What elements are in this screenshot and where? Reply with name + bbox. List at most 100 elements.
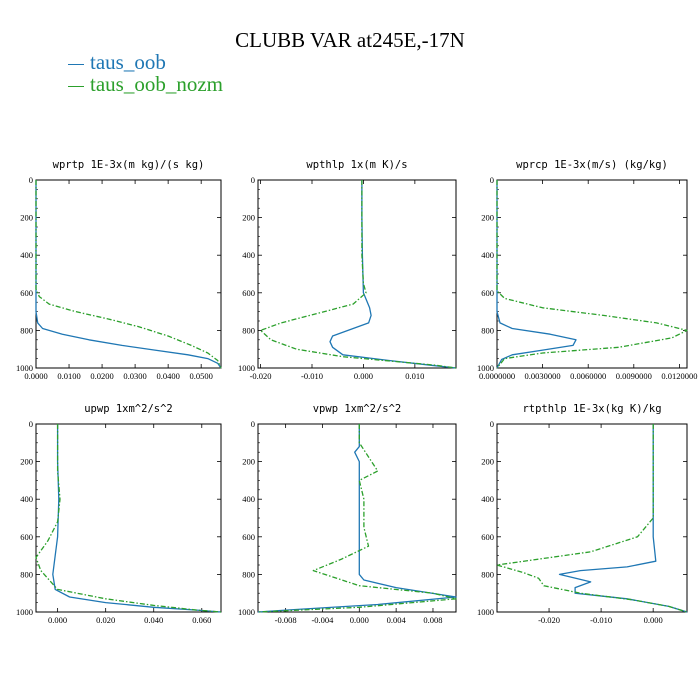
panel-title: wpthlp 1x(m K)/s bbox=[306, 159, 407, 171]
y-tick-label: 200 bbox=[242, 457, 255, 467]
panel-title: rtpthlp 1E-3x(kg K)/kg bbox=[522, 403, 661, 415]
y-tick-label: 600 bbox=[20, 532, 33, 542]
x-tick-label: 0.0300 bbox=[123, 371, 146, 381]
x-tick-label: 0.000 bbox=[644, 615, 663, 625]
y-tick-label: 0 bbox=[251, 419, 255, 429]
y-tick-label: 1000 bbox=[238, 607, 255, 617]
series-line-taus_oob bbox=[558, 424, 688, 613]
legend-label: taus_oob_nozm bbox=[90, 72, 223, 96]
plot-frame bbox=[257, 423, 457, 613]
y-tick-label: 800 bbox=[481, 325, 494, 335]
x-tick-label: 0.0000 bbox=[24, 371, 47, 381]
x-tick-label: 0.004 bbox=[387, 615, 407, 625]
y-tick-label: 1000 bbox=[477, 607, 494, 617]
series-line-taus_oob bbox=[496, 180, 577, 369]
x-tick-label: 0.0000000 bbox=[479, 371, 515, 381]
x-tick-label: 0.000 bbox=[354, 371, 373, 381]
x-tick-label: 0.000 bbox=[48, 615, 67, 625]
legend-entry-taus-oob-nozm: taus_oob_nozm bbox=[68, 72, 223, 97]
series-line-taus_oob bbox=[257, 424, 457, 613]
panel-title: upwp 1xm^2/s^2 bbox=[84, 403, 173, 415]
series-line-taus_oob bbox=[329, 180, 457, 369]
y-tick-label: 400 bbox=[242, 494, 255, 504]
y-tick-label: 800 bbox=[481, 569, 494, 579]
plot-frame bbox=[35, 179, 222, 369]
legend-entry-taus-oob: taus_oob bbox=[68, 50, 166, 75]
chart-panel-1: wpthlp 1x(m K)/s 0 200 400 600 800 1000-0.020 -… bbox=[238, 159, 457, 381]
plot-frame bbox=[496, 423, 688, 613]
y-tick-label: 600 bbox=[481, 288, 494, 298]
chart-panel-0: wprtp 1E-3x(m kg)/(s kg) 0 200 400 600 800 100… bbox=[16, 159, 222, 381]
x-tick-label: 0.0100 bbox=[57, 371, 80, 381]
panel-title: wprtp 1E-3x(m kg)/(s kg) bbox=[53, 159, 205, 171]
series-line-taus_oob_nozm bbox=[496, 180, 688, 369]
legend-line-swatch bbox=[68, 63, 84, 65]
x-tick-label: -0.010 bbox=[590, 615, 612, 625]
x-tick-label: 0.000 bbox=[350, 615, 369, 625]
panel-title: wprcp 1E-3x(m/s) (kg/kg) bbox=[516, 159, 668, 171]
y-tick-label: 200 bbox=[481, 457, 494, 467]
y-tick-label: 800 bbox=[242, 325, 255, 335]
chart-panel-5: rtpthlp 1E-3x(kg K)/kg 0 200 400 600 800 1000 -… bbox=[477, 403, 688, 625]
chart-panel-4: vpwp 1xm^2/s^2 0 200 400 600 800 1000 -0.008 -0.… bbox=[238, 403, 457, 625]
y-tick-label: 400 bbox=[20, 494, 33, 504]
x-tick-label: 0.0500 bbox=[189, 371, 212, 381]
x-tick-label: -0.004 bbox=[311, 615, 334, 625]
y-tick-label: 200 bbox=[20, 213, 33, 223]
series-line-taus_oob bbox=[35, 180, 222, 369]
series-line-taus_oob_nozm bbox=[257, 424, 457, 613]
y-tick-label: 600 bbox=[242, 288, 255, 298]
y-tick-label: 0 bbox=[490, 175, 494, 185]
y-tick-label: 200 bbox=[242, 213, 255, 223]
x-tick-label: 0.060 bbox=[192, 615, 211, 625]
y-tick-label: 0 bbox=[490, 419, 494, 429]
y-tick-label: 600 bbox=[242, 532, 255, 542]
y-tick-label: 200 bbox=[20, 457, 33, 467]
x-tick-label: 0.0090000 bbox=[616, 371, 652, 381]
y-tick-label: 800 bbox=[242, 569, 255, 579]
y-tick-label: 800 bbox=[20, 325, 33, 335]
panel-title: vpwp 1xm^2/s^2 bbox=[313, 403, 402, 415]
x-tick-label: 0.008 bbox=[423, 615, 442, 625]
y-tick-label: 400 bbox=[20, 250, 33, 260]
figure-title: CLUBB VAR at245E,-17N bbox=[235, 28, 465, 52]
x-tick-label: 0.040 bbox=[144, 615, 163, 625]
y-tick-label: 1000 bbox=[16, 607, 33, 617]
chart-panel-3: upwp 1xm^2/s^2 0 200 400 600 800 1000 0.000 0.02… bbox=[16, 403, 222, 625]
y-tick-label: 0 bbox=[251, 175, 255, 185]
x-tick-label: 0.0060000 bbox=[570, 371, 606, 381]
x-tick-label: 0.0120000 bbox=[661, 371, 697, 381]
y-tick-label: 600 bbox=[20, 288, 33, 298]
y-tick-label: 400 bbox=[481, 494, 494, 504]
x-tick-label: 0.0200 bbox=[90, 371, 113, 381]
y-tick-label: 800 bbox=[20, 569, 33, 579]
y-tick-label: 400 bbox=[481, 250, 494, 260]
legend-line-swatch bbox=[68, 85, 84, 87]
x-tick-label: 0.010 bbox=[405, 371, 424, 381]
series-line-taus_oob_nozm bbox=[259, 180, 457, 369]
y-tick-label: 1000 bbox=[238, 363, 255, 373]
x-tick-label: -0.010 bbox=[301, 371, 323, 381]
x-tick-label: -0.008 bbox=[275, 615, 297, 625]
x-tick-label: 0.0400 bbox=[156, 371, 179, 381]
y-tick-label: 0 bbox=[29, 175, 33, 185]
y-tick-label: 0 bbox=[29, 419, 33, 429]
y-tick-label: 1000 bbox=[477, 363, 494, 373]
series-line-taus_oob_nozm bbox=[35, 424, 222, 613]
y-tick-label: 600 bbox=[481, 532, 494, 542]
y-tick-label: 400 bbox=[242, 250, 255, 260]
series-line-taus_oob_nozm bbox=[35, 180, 222, 369]
legend-label: taus_oob bbox=[90, 50, 166, 74]
y-tick-label: 200 bbox=[481, 213, 494, 223]
x-tick-label: -0.020 bbox=[250, 371, 272, 381]
series-line-taus_oob bbox=[52, 424, 222, 613]
y-tick-label: 1000 bbox=[16, 363, 33, 373]
series-line-taus_oob_nozm bbox=[496, 424, 688, 613]
plot-frame bbox=[257, 179, 457, 369]
x-tick-label: 0.020 bbox=[96, 615, 115, 625]
x-tick-label: 0.0030000 bbox=[525, 371, 561, 381]
chart-panel-2: wprcp 1E-3x(m/s) (kg/kg) 0 200 400 600 800 100… bbox=[477, 159, 697, 381]
x-tick-label: -0.020 bbox=[538, 615, 560, 625]
plot-frame bbox=[35, 423, 222, 613]
